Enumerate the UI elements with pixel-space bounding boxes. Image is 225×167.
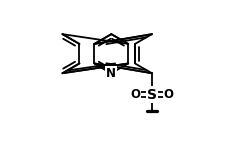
Text: O: O	[130, 88, 140, 101]
Text: O: O	[163, 88, 173, 101]
Text: S: S	[146, 88, 156, 102]
Text: N: N	[106, 67, 116, 80]
